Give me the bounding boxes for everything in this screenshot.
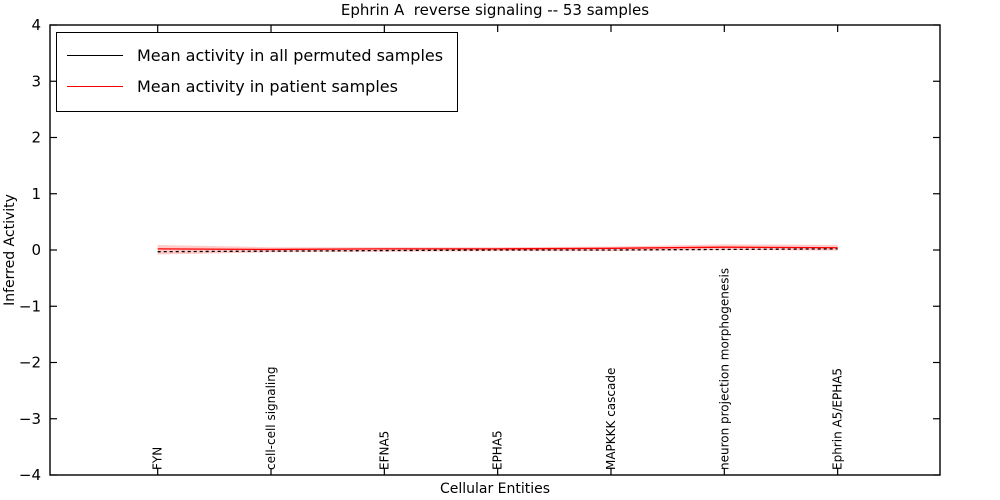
x-tick-label: MAPKKK cascade (604, 368, 618, 470)
x-tick-label: neuron projection morphogenesis (717, 268, 731, 470)
x-axis-label: Cellular Entities (439, 481, 551, 497)
y-tick-label: 3 (31, 72, 41, 90)
legend-label-permuted: Mean activity in all permuted samples (137, 46, 444, 65)
patient-line-sample (67, 86, 123, 87)
y-axis-label: Inferred Activity (2, 194, 18, 306)
legend: Mean activity in all permuted samples Me… (56, 32, 459, 112)
chart-title: Ephrin A reverse signaling -- 53 samples (340, 1, 650, 19)
x-tick-label: FYN (151, 447, 165, 470)
x-tick-label: cell-cell signaling (264, 367, 278, 471)
legend-item-permuted: Mean activity in all permuted samples (67, 40, 443, 71)
y-tick-label: 0 (31, 241, 41, 259)
series-line-0 (157, 248, 838, 253)
permuted-line-sample (67, 55, 123, 56)
x-tick-label: Ephrin A5/EPHA5 (831, 368, 845, 470)
y-tick-label: −2 (19, 354, 41, 372)
legend-item-patient: Mean activity in patient samples (67, 71, 443, 102)
series-line-1 (157, 246, 838, 251)
y-tick-label: 2 (31, 129, 41, 147)
legend-label-patient: Mean activity in patient samples (137, 77, 398, 96)
y-tick-label: 4 (31, 16, 41, 34)
x-tick-label: EPHA5 (491, 430, 505, 470)
y-tick-label: −3 (19, 410, 41, 428)
x-tick-label: EFNA5 (377, 431, 391, 470)
y-tick-label: −1 (19, 297, 41, 315)
y-tick-label: 1 (31, 185, 41, 203)
y-tick-label: −4 (19, 466, 41, 484)
